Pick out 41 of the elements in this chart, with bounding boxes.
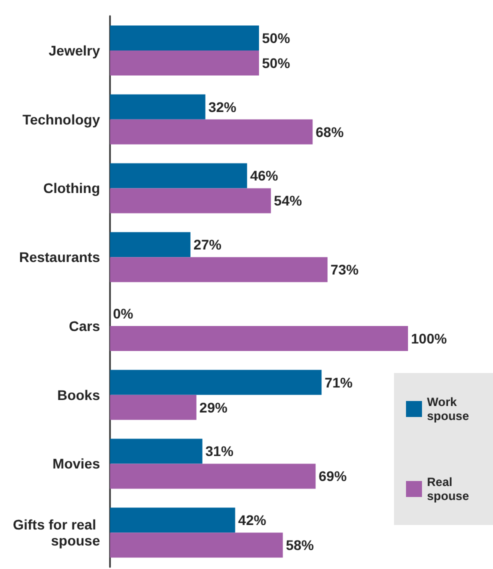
y-tick-label: Restaurants <box>19 249 100 266</box>
data-label: 42% <box>238 512 267 528</box>
bar <box>110 326 408 351</box>
legend-label: Work spouse <box>427 395 470 423</box>
bar <box>110 508 236 533</box>
data-label: 58% <box>286 537 314 554</box>
bar <box>110 370 322 395</box>
bar <box>110 532 283 558</box>
y-tick-label: Technology <box>22 111 100 128</box>
bar <box>110 188 271 214</box>
y-tick-label: Clothing <box>43 180 100 196</box>
data-label: 29% <box>199 399 228 416</box>
bar <box>110 25 259 50</box>
data-label: 27% <box>193 236 222 253</box>
y-tick-label: Movies <box>52 456 100 472</box>
bar <box>110 119 313 144</box>
data-label: 32% <box>208 98 237 115</box>
data-label: 54% <box>274 192 302 209</box>
data-label: 68% <box>316 124 344 140</box>
data-label: 0% <box>113 305 134 322</box>
data-label: 73% <box>330 262 360 278</box>
data-label: 50% <box>262 54 291 71</box>
bar <box>110 394 196 420</box>
data-label: 31% <box>205 443 234 460</box>
bar <box>110 464 316 489</box>
y-tick-label: Cars <box>68 318 100 334</box>
data-label: 50% <box>262 30 291 46</box>
data-label: 71% <box>324 374 354 390</box>
bar <box>110 163 248 188</box>
data-label: 69% <box>318 468 348 484</box>
bar <box>110 232 190 258</box>
bar <box>110 94 206 120</box>
legend-label: Real spouse <box>427 475 470 503</box>
data-label: 46% <box>250 168 279 184</box>
data-label: 100% <box>411 330 448 346</box>
bar <box>110 438 202 464</box>
bar <box>110 50 259 76</box>
bar <box>110 257 328 282</box>
y-tick-label: Books <box>57 386 100 403</box>
y-tick-label: Jewelry <box>48 42 100 58</box>
y-tick-label: Gifts for real spouse <box>12 516 100 549</box>
